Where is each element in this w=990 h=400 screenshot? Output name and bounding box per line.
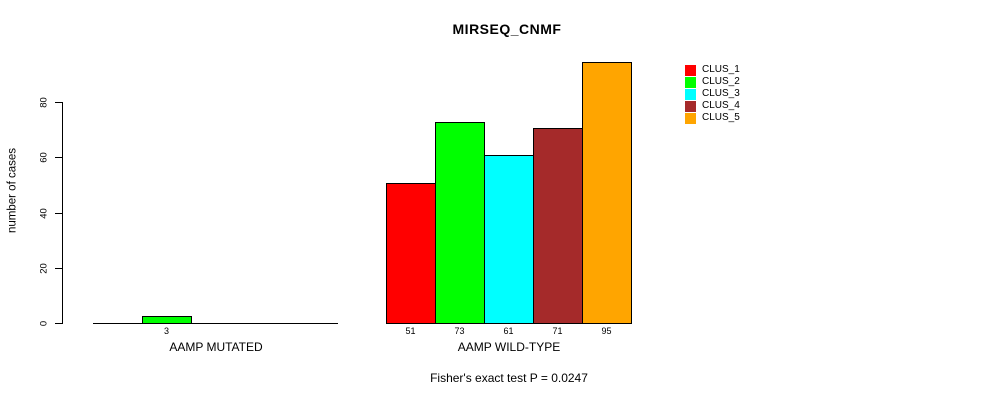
legend: CLUS_1 CLUS_2 CLUS_3 CLUS_4 CLUS_5 bbox=[685, 64, 740, 124]
bar-value-label: 3 bbox=[163, 326, 169, 336]
bar-clus_4 bbox=[533, 128, 583, 324]
legend-swatch-icon bbox=[685, 76, 696, 88]
y-tick-label: 80 bbox=[38, 97, 50, 108]
bar-value-label: 95 bbox=[601, 326, 612, 336]
bar-value-label: 51 bbox=[405, 326, 416, 336]
y-tick-mark bbox=[55, 213, 62, 214]
group-label: AAMP MUTATED bbox=[169, 340, 263, 354]
y-tick-label: 20 bbox=[38, 263, 50, 274]
legend-item-clus_1: CLUS_1 bbox=[685, 64, 740, 76]
legend-label: CLUS_4 bbox=[702, 100, 740, 111]
chart-title: MIRSEQ_CNMF bbox=[452, 21, 562, 37]
legend-item-clus_3: CLUS_3 bbox=[685, 88, 740, 100]
legend-swatch-icon bbox=[685, 100, 696, 112]
y-tick-mark bbox=[55, 102, 62, 103]
bar-value-label: 61 bbox=[503, 326, 514, 336]
legend-swatch-icon bbox=[685, 88, 696, 100]
legend-swatch-icon bbox=[685, 64, 696, 76]
y-axis-label: number of cases bbox=[6, 148, 19, 234]
legend-label: CLUS_3 bbox=[702, 88, 740, 99]
y-tick-label: 0 bbox=[38, 320, 50, 327]
bar-value-label: 73 bbox=[454, 326, 465, 336]
bar-clus_3 bbox=[484, 155, 534, 324]
legend-item-clus_2: CLUS_2 bbox=[685, 76, 740, 88]
bar-clus_2 bbox=[435, 122, 485, 324]
group-label: AAMP WILD-TYPE bbox=[457, 340, 561, 354]
y-tick-label: 40 bbox=[38, 208, 50, 219]
bar-clus_5 bbox=[582, 62, 632, 324]
legend-swatch-icon bbox=[685, 112, 696, 124]
legend-label: CLUS_1 bbox=[702, 64, 740, 75]
bar-clus_1 bbox=[386, 183, 436, 324]
bar-value-label: 71 bbox=[552, 326, 563, 336]
fisher-test-annotation: Fisher's exact test P = 0.0247 bbox=[430, 371, 588, 385]
bar-clus_2 bbox=[142, 316, 192, 324]
group-baseline bbox=[93, 323, 338, 324]
legend-label: CLUS_2 bbox=[702, 76, 740, 87]
legend-item-clus_4: CLUS_4 bbox=[685, 100, 740, 112]
y-tick-mark bbox=[55, 157, 62, 158]
y-tick-mark bbox=[55, 323, 62, 324]
legend-item-clus_5: CLUS_5 bbox=[685, 112, 740, 124]
y-tick-mark bbox=[55, 268, 62, 269]
legend-label: CLUS_5 bbox=[702, 112, 740, 123]
y-axis-line bbox=[62, 102, 63, 324]
y-tick-label: 60 bbox=[38, 152, 50, 163]
